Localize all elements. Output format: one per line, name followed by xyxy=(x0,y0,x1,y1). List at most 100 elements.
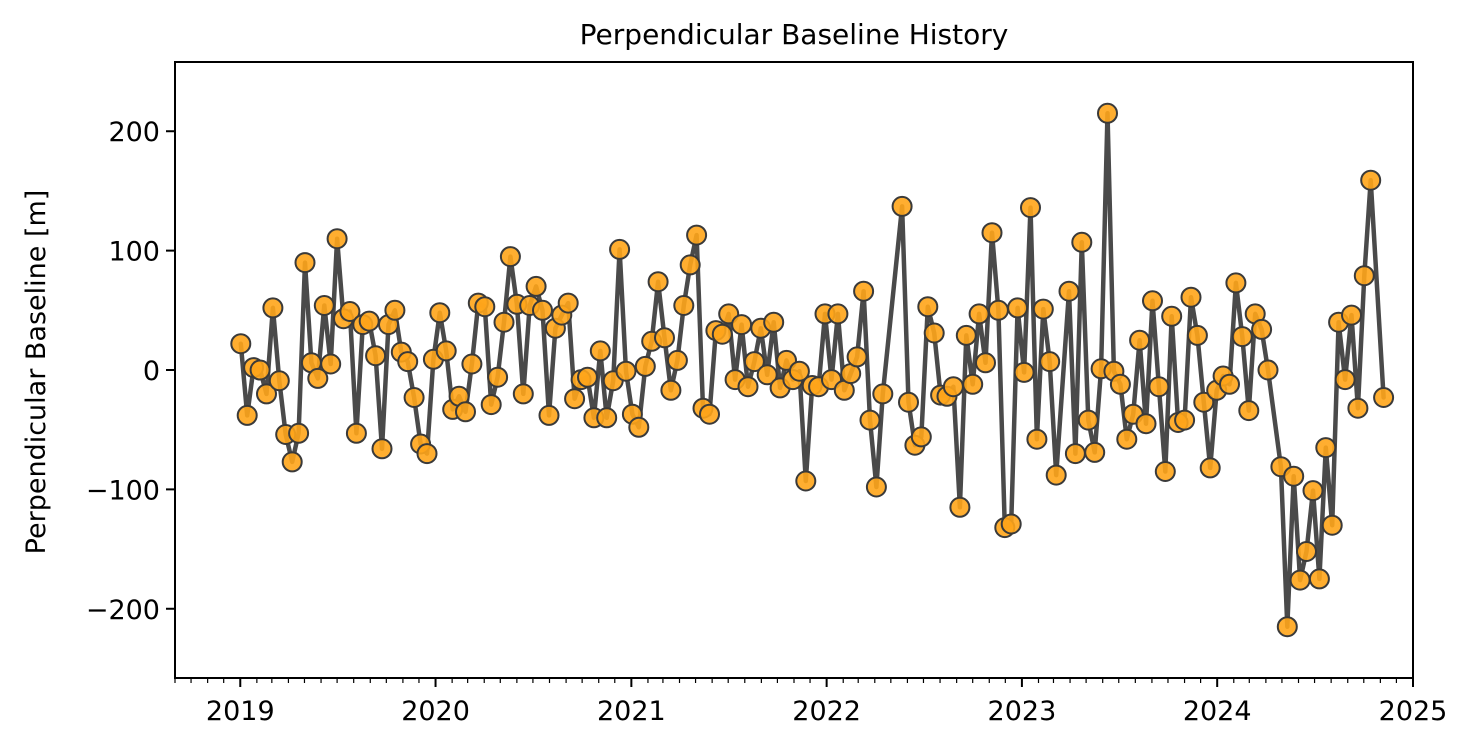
data-point xyxy=(236,404,258,426)
data-point xyxy=(365,345,387,367)
data-point xyxy=(942,376,964,398)
data-point xyxy=(917,296,939,318)
data-point xyxy=(865,476,887,498)
data-point xyxy=(1007,297,1029,319)
data-point xyxy=(1186,324,1208,346)
y-tick-label: 200 xyxy=(108,117,160,148)
plot-area xyxy=(230,102,1395,638)
data-point xyxy=(756,364,778,386)
data-point xyxy=(1353,265,1375,287)
data-point xyxy=(294,252,316,274)
data-point xyxy=(949,496,971,518)
y-axis: −200 −100 0 100 200 xyxy=(86,117,175,626)
data-point xyxy=(647,271,669,293)
data-point xyxy=(654,327,675,349)
data-point xyxy=(1129,329,1151,351)
data-point xyxy=(1174,409,1196,431)
data-point xyxy=(634,355,656,377)
x-tick-label: 2021 xyxy=(597,696,666,727)
data-point xyxy=(923,322,945,344)
data-point xyxy=(307,367,329,389)
data-point xyxy=(589,340,611,362)
data-point xyxy=(1315,437,1337,459)
data-point xyxy=(1077,409,1099,431)
data-point xyxy=(532,299,553,321)
data-point xyxy=(846,346,868,368)
data-point xyxy=(288,422,310,444)
data-point xyxy=(1251,318,1273,340)
data-point xyxy=(1142,290,1163,312)
data-point xyxy=(975,352,996,374)
data-point xyxy=(1296,541,1317,562)
data-point xyxy=(1000,513,1022,535)
data-point xyxy=(1039,351,1061,373)
data-point xyxy=(1071,231,1093,253)
data-point xyxy=(686,224,708,246)
data-point xyxy=(384,299,406,321)
data-point xyxy=(1154,461,1176,482)
data-point xyxy=(1341,304,1362,326)
x-axis: 2019 2020 2021 2022 2023 2024 2025 xyxy=(174,678,1447,727)
chart-title: Perpendicular Baseline History xyxy=(580,18,1009,51)
data-point xyxy=(493,311,515,333)
series-markers xyxy=(230,102,1395,638)
data-point xyxy=(1084,441,1106,463)
data-point xyxy=(788,360,810,382)
data-point xyxy=(1064,443,1086,465)
data-point xyxy=(339,301,361,322)
y-tick-label: 100 xyxy=(108,237,160,268)
data-point xyxy=(1257,359,1279,381)
data-point xyxy=(679,254,701,276)
data-point xyxy=(281,451,303,473)
data-point xyxy=(827,303,849,325)
data-point xyxy=(538,404,560,426)
data-point xyxy=(962,373,984,395)
data-point xyxy=(499,246,521,268)
data-point xyxy=(673,295,695,316)
data-point xyxy=(564,388,586,410)
data-point xyxy=(1148,376,1170,398)
data-point xyxy=(1373,387,1395,408)
data-point xyxy=(853,280,875,302)
data-point xyxy=(795,470,817,492)
data-point xyxy=(666,349,688,371)
y-axis-label: Perpendicular Baseline [m] xyxy=(21,190,52,555)
data-point xyxy=(1109,373,1131,395)
data-point xyxy=(1045,464,1067,486)
data-point xyxy=(512,383,534,405)
data-point xyxy=(1276,616,1298,638)
y-tick-label: 0 xyxy=(143,356,160,387)
data-point xyxy=(1289,569,1311,591)
data-point xyxy=(1321,514,1343,536)
plot-frame xyxy=(174,61,1414,679)
data-point xyxy=(872,383,894,405)
data-point xyxy=(731,314,753,336)
data-point xyxy=(461,353,483,375)
data-point xyxy=(987,299,1009,321)
x-tick-label: 2019 xyxy=(206,696,275,727)
data-point xyxy=(249,359,271,381)
data-point xyxy=(1180,286,1202,308)
data-point xyxy=(1013,361,1035,383)
data-point xyxy=(910,426,932,448)
data-point xyxy=(955,324,977,346)
data-point xyxy=(615,360,637,382)
data-point xyxy=(256,383,277,405)
y-tick-label: −200 xyxy=(86,595,160,626)
data-point xyxy=(1238,400,1260,422)
data-point xyxy=(743,351,765,373)
y-tick-label: −100 xyxy=(86,475,160,506)
data-point xyxy=(1161,305,1183,327)
data-point xyxy=(262,297,284,319)
data-point xyxy=(320,353,342,375)
data-point xyxy=(1231,326,1253,348)
data-point xyxy=(525,275,547,297)
data-point xyxy=(358,310,380,332)
data-point xyxy=(1026,428,1048,450)
data-point xyxy=(429,302,451,324)
data-point xyxy=(435,340,457,362)
data-point xyxy=(1097,102,1118,124)
data-point xyxy=(577,366,598,388)
data-point xyxy=(859,409,881,431)
